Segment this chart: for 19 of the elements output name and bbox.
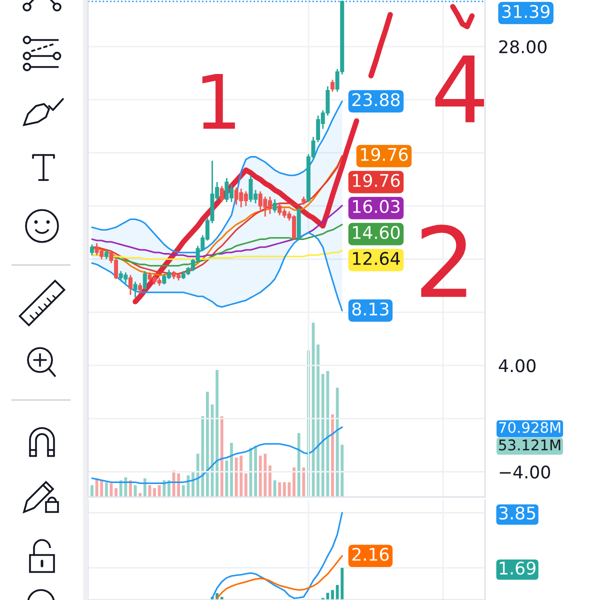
annotation: 2 — [421, 224, 466, 297]
y2-tick-label: 70.928M — [499, 422, 560, 433]
y-tick-label: −4.00 — [500, 465, 550, 479]
data-label: 12.64 — [353, 252, 400, 266]
data-label: 19.76 — [353, 174, 400, 188]
data-label: 23.88 — [352, 93, 400, 106]
annotation: 1 — [202, 74, 235, 129]
ref-line-label: 31.39 — [502, 4, 550, 18]
data-label: 2.16 — [352, 548, 389, 561]
data-label: 19.76 — [361, 148, 408, 162]
y-tick-label: 4.00 — [498, 359, 536, 372]
data-label: 16.03 — [353, 200, 400, 214]
y-tick-label: 1.69 — [500, 562, 536, 575]
y-tick-label: 28.00 — [499, 40, 547, 54]
data-label: 14.60 — [353, 226, 400, 240]
y-tick-label: 3.85 — [499, 506, 536, 520]
y2-tick-label: 53.121M — [499, 439, 560, 450]
annotation: 4 — [435, 55, 484, 122]
data-label: 8.13 — [352, 302, 388, 316]
